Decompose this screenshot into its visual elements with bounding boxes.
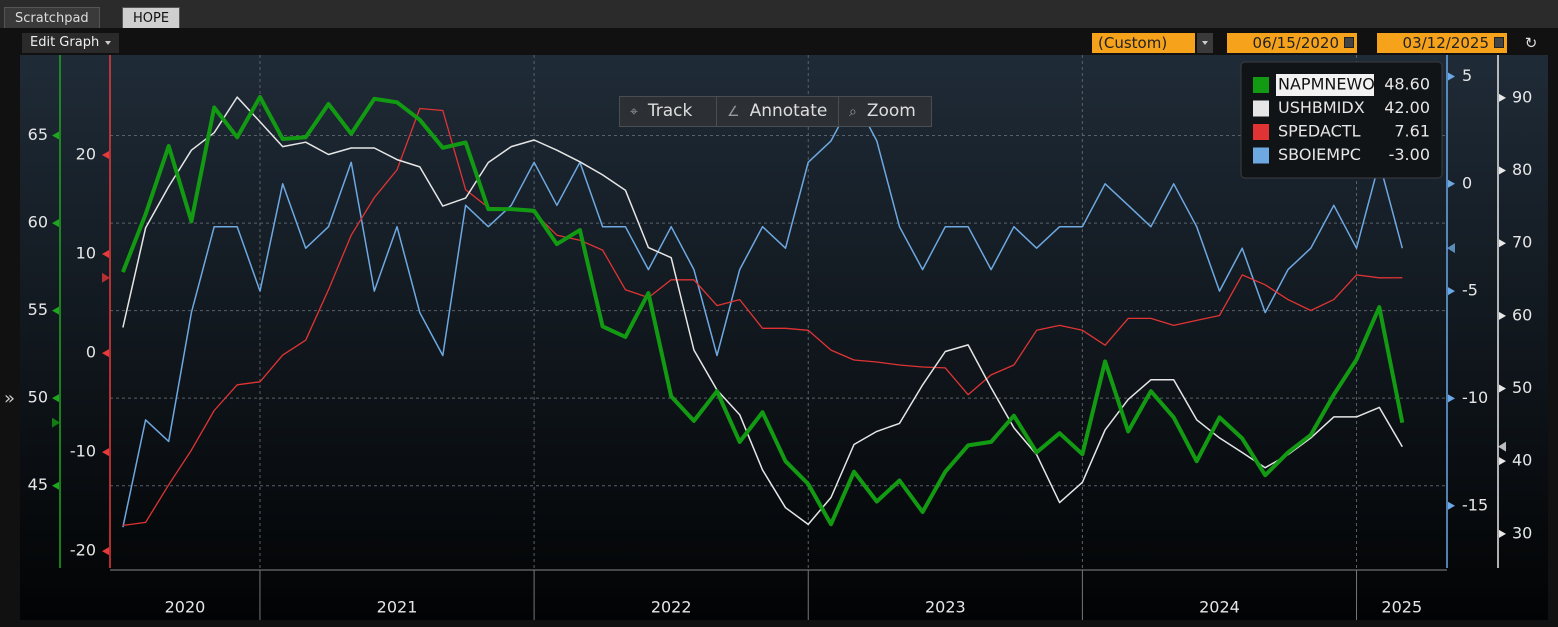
zoom-button[interactable]: ⌕ Zoom [838, 96, 932, 127]
y-tick-mark [102, 151, 109, 160]
side-expander[interactable]: » [4, 388, 16, 409]
y-tick-mark [1499, 311, 1506, 320]
legend-swatch [1253, 100, 1269, 117]
icon: ∠ [727, 104, 740, 120]
y-tick-mark [1499, 166, 1506, 175]
last-value-marker [102, 272, 110, 283]
y-tick-label: 10 [76, 244, 96, 263]
y-tick-mark [102, 448, 109, 457]
y-tick-mark [1499, 93, 1506, 102]
x-tick-label: 2023 [925, 598, 966, 617]
legend-name: SBOIEMPC [1278, 145, 1361, 164]
icon: ⌖ [630, 104, 638, 120]
y-tick-label: -5 [1462, 281, 1478, 300]
tab-bar: Scratchpad HOPE [0, 0, 1558, 28]
x-tick-label: 2022 [651, 598, 692, 617]
legend-name: NAPMNEWO [1278, 75, 1375, 94]
y-tick-label: 20 [76, 145, 96, 164]
calendar-icon[interactable] [1494, 37, 1504, 48]
y-tick-mark [1499, 529, 1506, 538]
series-line [122, 97, 1404, 528]
track-button[interactable]: ⌖ Track [619, 96, 717, 127]
y-tick-label: 55 [28, 300, 48, 319]
y-tick-label: 0 [1462, 173, 1472, 192]
y-tick-mark [52, 131, 59, 140]
legend-name: SPEDACTL [1278, 122, 1361, 141]
legend-value: 48.60 [1384, 75, 1430, 94]
y-tick-label: 60 [28, 213, 48, 232]
tool-label: Track [647, 101, 693, 121]
y-tick-mark [1499, 239, 1506, 248]
x-tick-label: 2024 [1199, 598, 1240, 617]
legend-swatch [1253, 77, 1269, 93]
start-date[interactable]: 06/15/2020 [1227, 33, 1357, 53]
y-tick-label: 65 [28, 125, 48, 144]
y-tick-label: -20 [70, 541, 96, 560]
legend-swatch [1253, 147, 1269, 164]
y-tick-label: 70 [1512, 233, 1532, 252]
y-tick-label: 30 [1512, 523, 1532, 542]
tab[interactable]: HOPE [122, 7, 181, 28]
y-tick-mark [1448, 287, 1455, 296]
y-tick-label: -10 [1462, 388, 1488, 407]
caret [105, 40, 112, 45]
y-tick-mark [1499, 384, 1506, 393]
caret [1202, 41, 1208, 45]
y-tick-label: -10 [70, 442, 96, 461]
y-tick-mark [1448, 72, 1455, 81]
series-line [121, 95, 1405, 527]
y-tick-mark [1448, 179, 1455, 188]
last-value-marker [1498, 441, 1506, 452]
end-date[interactable]: 03/12/2025 [1377, 33, 1507, 53]
y-tick-mark [1448, 501, 1455, 510]
y-tick-mark [1448, 394, 1455, 403]
y-tick-label: 45 [28, 475, 48, 494]
y-tick-mark [102, 349, 109, 358]
y-tick-label: 50 [1512, 378, 1532, 397]
y-tick-mark [52, 219, 59, 228]
period-select[interactable]: (Custom) [1092, 33, 1195, 53]
tab[interactable]: Scratchpad [4, 7, 100, 28]
calendar-icon[interactable] [1344, 37, 1354, 48]
y-tick-label: 40 [1512, 451, 1532, 470]
y-tick-label: 60 [1512, 305, 1532, 324]
y-tick-label: 0 [86, 343, 96, 362]
legend-value: 42.00 [1384, 98, 1430, 117]
y-tick-mark [1499, 457, 1506, 466]
y-tick-label: 90 [1512, 87, 1532, 106]
series-line [122, 96, 1403, 526]
legend-highlight [1276, 74, 1374, 96]
legend: NAPMNEWO 48.60 USHBMIDX 42.00 SPEDACTL 7.61 SB… [1240, 61, 1443, 179]
y-tick-label: -15 [1462, 495, 1488, 514]
y-tick-mark [52, 394, 59, 403]
annotate-button[interactable]: ∠ Annotate [716, 96, 839, 127]
y-tick-mark [52, 306, 59, 315]
y-tick-mark [102, 547, 109, 556]
legend-name: USHBMIDX [1278, 98, 1365, 117]
x-tick-label: 2020 [165, 598, 206, 617]
y-tick-mark [102, 250, 109, 259]
x-tick-label: 2025 [1381, 598, 1422, 617]
y-tick-mark [52, 481, 59, 490]
last-value-marker [52, 417, 60, 428]
edit-graph-menu[interactable]: Edit Graph [22, 33, 120, 53]
tool-label: Annotate [749, 101, 828, 121]
legend-swatch [1253, 124, 1269, 140]
legend-value: -3.00 [1389, 145, 1430, 164]
last-value-marker [1447, 243, 1455, 254]
period-dropdown[interactable] [1197, 33, 1213, 53]
series-line [122, 107, 1403, 527]
tool-label: Zoom [866, 101, 916, 121]
edit-graph-label: Edit Graph [30, 35, 100, 50]
y-tick-label: 50 [28, 388, 48, 407]
y-tick-label: 80 [1512, 160, 1532, 179]
legend-value: 7.61 [1394, 122, 1430, 141]
x-tick-label: 2021 [377, 598, 418, 617]
y-tick-label: 5 [1462, 66, 1472, 85]
refresh-icon[interactable]: ↻ [1524, 34, 1538, 52]
icon: ⌕ [849, 104, 857, 120]
